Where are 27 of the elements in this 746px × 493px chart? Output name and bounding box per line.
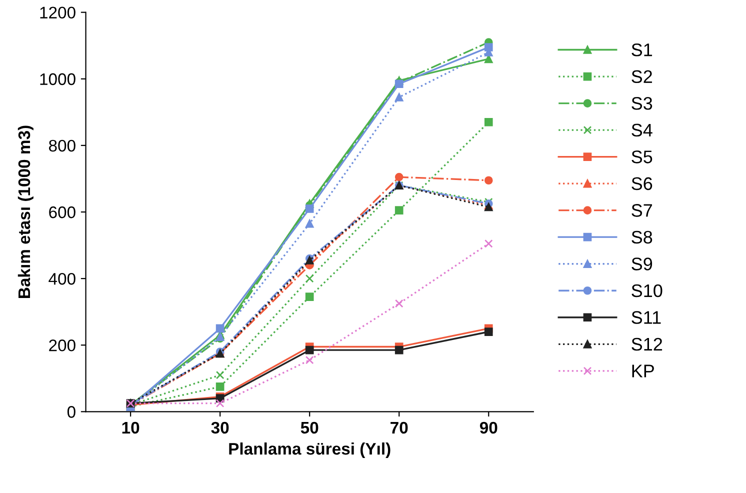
- x-tick-label: 50: [300, 422, 318, 434]
- legend-label: S3: [632, 97, 652, 110]
- legend-label: S10: [632, 284, 662, 298]
- x-axis-title: Planlama süresi (Yıl): [229, 442, 390, 458]
- y-tick-label: 1200: [40, 6, 76, 19]
- legend-label: S7: [632, 204, 652, 217]
- legend-label: S2: [632, 70, 652, 84]
- legend-label: S5: [632, 150, 652, 164]
- y-tick-label: 0: [67, 406, 76, 418]
- x-tick-label: 10: [122, 422, 140, 434]
- legend-label: S8: [632, 230, 652, 244]
- x-tick-label: 90: [480, 422, 498, 434]
- y-axis-title: Bakım etası (1000 m3): [18, 126, 34, 298]
- legend-label: S11: [632, 311, 661, 324]
- legend-label: S6: [632, 177, 652, 190]
- y-tick-label: 800: [48, 140, 76, 152]
- legend-label: S9: [632, 258, 652, 270]
- y-tick-label: 1000: [40, 73, 76, 86]
- y-tick-label: 400: [48, 272, 76, 285]
- legend-label: S12: [632, 338, 662, 351]
- legend-label: S4: [632, 124, 652, 137]
- y-tick-label: 600: [49, 206, 76, 218]
- legend-label: S1: [632, 43, 652, 56]
- legend-label: KP: [632, 364, 654, 378]
- y-tick-label: 200: [49, 340, 76, 352]
- x-tick-label: 30: [211, 422, 229, 434]
- x-tick-label: 70: [390, 422, 408, 434]
